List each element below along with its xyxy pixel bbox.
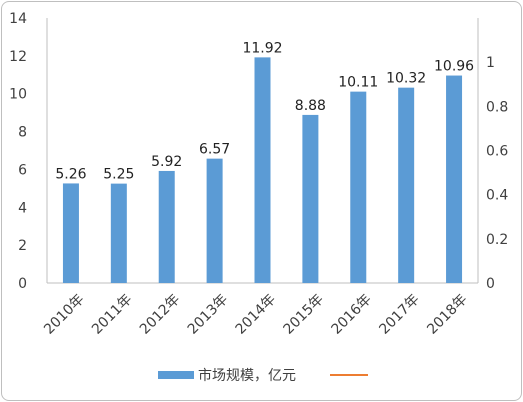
bar-7 — [398, 87, 415, 284]
y-tick-label: 12 — [9, 49, 27, 65]
x-tick-label: 2011年 — [89, 291, 135, 337]
x-tick-label: 2018年 — [424, 291, 470, 337]
x-tick-label: 2012年 — [137, 291, 183, 337]
y2-tick-label: 0 — [486, 276, 495, 292]
y-tick-label: 0 — [18, 276, 27, 292]
y-tick-label: 6 — [18, 162, 27, 178]
y-tick-label: 2 — [18, 238, 27, 254]
y-tick-label: 10 — [9, 87, 27, 103]
data-label: 11.92 — [242, 40, 282, 56]
legend-label-bars: 市场规模，亿元 — [198, 367, 296, 384]
y2-tick-label: 0.8 — [486, 99, 508, 115]
x-tick-label: 2015年 — [281, 291, 327, 337]
bar-0 — [62, 183, 79, 283]
bar-6 — [350, 91, 367, 283]
x-tick-label: 2016年 — [328, 291, 374, 337]
bar-3 — [206, 158, 223, 283]
y-tick-label: 4 — [18, 200, 27, 216]
bar-8 — [446, 75, 463, 284]
y-tick-label: 14 — [9, 11, 27, 27]
data-label: 10.11 — [338, 75, 378, 91]
bar-2 — [158, 170, 175, 283]
y2-tick-label: 0.4 — [486, 188, 508, 204]
bar-4 — [254, 57, 271, 283]
bar-5 — [302, 114, 319, 284]
data-label: 5.92 — [151, 154, 182, 170]
y2-tick-label: 0.2 — [486, 232, 508, 248]
data-label: 5.26 — [55, 166, 86, 182]
data-label: 8.88 — [295, 98, 326, 114]
y-tick-label: 8 — [18, 125, 27, 141]
x-tick-label: 2013年 — [185, 291, 231, 337]
data-label: 5.25 — [103, 167, 134, 183]
x-tick-label: 2014年 — [233, 291, 279, 337]
bar-1 — [110, 183, 127, 283]
legend-swatch-bars — [158, 371, 194, 379]
data-label: 10.32 — [386, 71, 426, 87]
data-label: 10.96 — [434, 59, 474, 75]
x-tick-label: 2017年 — [376, 291, 422, 337]
y2-tick-label: 1 — [486, 55, 495, 71]
x-tick-label: 2010年 — [41, 291, 87, 337]
y2-tick-label: 0.6 — [486, 144, 508, 160]
data-label: 6.57 — [199, 142, 230, 158]
